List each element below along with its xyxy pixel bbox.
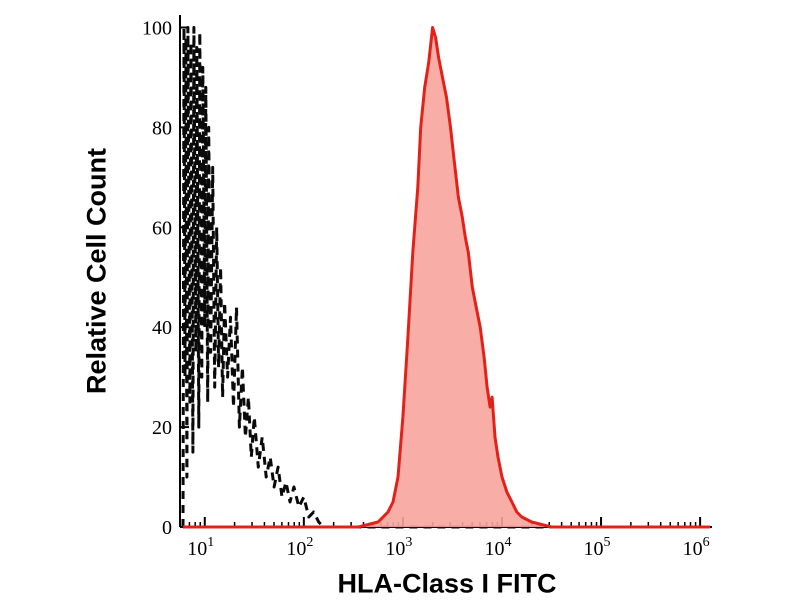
- y-axis-title: Relative Cell Count: [81, 147, 112, 395]
- y-axis-tick-label: 40: [152, 317, 172, 339]
- y-axis-tick-label: 100: [142, 17, 172, 39]
- hla-class-i-fitc-stained-fill: [182, 27, 711, 527]
- x-axis-tick-label: 104: [484, 535, 511, 560]
- negative-control-curve: [181, 26, 710, 529]
- y-axis-tick-label: 20: [152, 417, 172, 439]
- x-axis-tick-label: 106: [683, 535, 710, 560]
- y-axis-tick-label: 60: [152, 217, 172, 239]
- y-axis-tick-label: 80: [152, 117, 172, 139]
- x-axis-tick-label: 101: [187, 535, 214, 560]
- y-axis-tick-label: 0: [162, 517, 172, 539]
- x-axis-tick-label: 105: [584, 535, 611, 560]
- x-axis-title: HLA-Class I FITC: [337, 568, 557, 599]
- x-axis-tick-label: 102: [286, 535, 313, 560]
- hla-class-i-fitc-stained-curve: [183, 26, 710, 529]
- x-axis-tick-label: 103: [385, 535, 412, 560]
